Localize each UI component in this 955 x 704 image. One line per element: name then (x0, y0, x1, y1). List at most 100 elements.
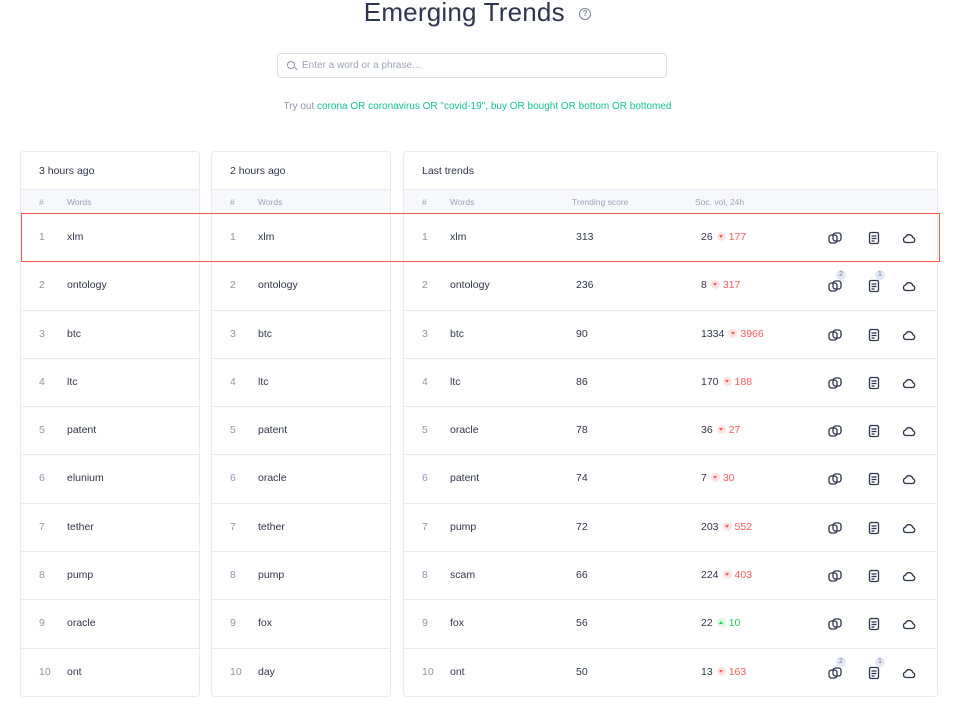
word-link[interactable]: tether (258, 520, 285, 533)
table-row[interactable]: 3 btc (21, 311, 199, 359)
insight-document-icon[interactable] (867, 376, 881, 390)
word-link[interactable]: ltc (450, 375, 461, 388)
table-row[interactable]: 2 ontology 236 8 317 2 1 (404, 262, 937, 311)
word-link[interactable]: pump (67, 569, 94, 582)
word-link[interactable]: xlm (67, 231, 84, 243)
word-link[interactable]: pump (258, 569, 285, 582)
word-link[interactable]: ontology (67, 279, 107, 292)
table-row[interactable]: 6 elunium (21, 455, 199, 504)
table-row[interactable]: 2 ontology (21, 262, 199, 311)
insight-document-icon[interactable] (867, 231, 881, 245)
insight-document-icon[interactable] (867, 617, 881, 631)
table-row[interactable]: 8 pump (21, 552, 199, 601)
search-input[interactable] (302, 54, 662, 77)
insight-document-icon[interactable]: 1 (867, 656, 885, 680)
table-row[interactable]: 5 patent (212, 407, 390, 456)
table-row[interactable]: 3 btc (212, 311, 390, 359)
word-link[interactable]: ont (450, 665, 465, 678)
table-row[interactable]: 1 xlm 313 26 177 (404, 214, 937, 263)
table-row[interactable]: 7 pump 72 203 552 (404, 504, 937, 553)
table-row[interactable]: 9 fox (212, 600, 390, 649)
connected-words-icon[interactable]: 2 (828, 270, 846, 293)
connected-words-icon[interactable] (828, 328, 842, 342)
table-row[interactable]: 6 patent 74 7 30 (404, 455, 937, 504)
table-row[interactable]: 10 ont 50 13 163 2 1 (404, 649, 937, 696)
rank: 3 (422, 327, 428, 340)
table-row[interactable]: 1 xlm (21, 214, 199, 263)
connected-words-icon[interactable] (828, 424, 842, 438)
word-cloud-icon[interactable] (902, 617, 916, 631)
table-row[interactable]: 8 scam 66 224 403 (404, 552, 937, 601)
connected-words-icon[interactable]: 2 (828, 656, 846, 680)
table-row[interactable]: 4 ltc (212, 359, 390, 408)
table-row[interactable]: 9 fox 56 22 10 (404, 600, 937, 649)
word-cloud-icon[interactable] (902, 569, 916, 583)
table-row[interactable]: 7 tether (21, 504, 199, 553)
table-row[interactable]: 1 xlm (212, 214, 390, 263)
word-cloud-icon[interactable] (902, 472, 916, 486)
insight-document-icon[interactable]: 1 (867, 270, 885, 293)
social-volume-value: 7 (701, 472, 707, 485)
help-icon[interactable]: ? (579, 8, 592, 20)
word-link[interactable]: fox (450, 617, 465, 630)
word-link[interactable]: xlm (450, 231, 467, 243)
table-row[interactable]: 4 ltc (21, 359, 199, 408)
table-row[interactable]: 4 ltc 86 170 188 (404, 359, 937, 408)
word-link[interactable]: oracle (258, 472, 287, 485)
insight-count-badge: 1 (875, 656, 885, 667)
word-link[interactable]: day (258, 665, 275, 678)
connected-words-icon[interactable] (828, 472, 842, 486)
word-link[interactable]: ontology (450, 279, 490, 292)
table-row[interactable]: 5 oracle 78 36 27 (404, 407, 937, 456)
table-row[interactable]: 7 tether (212, 504, 390, 553)
word-link[interactable]: patent (67, 424, 97, 437)
word-link[interactable]: ltc (258, 375, 269, 388)
insight-document-icon[interactable] (867, 569, 881, 583)
search-box[interactable] (277, 53, 667, 78)
word-link[interactable]: elunium (67, 472, 104, 485)
connected-words-icon[interactable] (828, 617, 842, 631)
table-row[interactable]: 9 oracle (21, 600, 199, 649)
word-cloud-icon[interactable] (902, 666, 916, 680)
insight-document-icon[interactable] (867, 472, 881, 486)
table-row[interactable]: 5 patent (21, 407, 199, 456)
connected-words-icon[interactable] (828, 376, 842, 390)
insight-document-icon[interactable] (867, 424, 881, 438)
rank: 5 (39, 424, 45, 437)
connected-words-icon[interactable] (828, 231, 842, 245)
word-link[interactable]: tether (67, 520, 94, 533)
insight-document-icon[interactable] (867, 521, 881, 535)
word-cloud-icon[interactable] (902, 231, 916, 245)
word-link[interactable]: btc (450, 327, 465, 340)
word-cloud-icon[interactable] (902, 521, 916, 535)
word-link[interactable]: fox (258, 617, 273, 630)
word-link[interactable]: oracle (67, 617, 96, 630)
word-link[interactable]: oracle (450, 424, 479, 437)
table-row[interactable]: 10 ont (21, 649, 199, 696)
table-row[interactable]: 10 day (212, 649, 390, 696)
word-link[interactable]: patent (450, 472, 480, 485)
table-row[interactable]: 6 oracle (212, 455, 390, 504)
social-volume-change: 317 (722, 279, 741, 292)
word-link[interactable]: patent (258, 424, 288, 437)
word-cloud-icon[interactable] (902, 376, 916, 390)
table-row[interactable]: 3 btc 90 1334 3966 (404, 311, 937, 359)
tryout-query-link[interactable]: corona OR coronavirus OR "covid-19", buy… (317, 101, 672, 112)
word-cloud-icon[interactable] (902, 424, 916, 438)
connected-words-icon[interactable] (828, 521, 842, 535)
word-link[interactable]: btc (258, 327, 273, 340)
table-row[interactable]: 8 pump (212, 552, 390, 601)
word-link[interactable]: ontology (258, 279, 298, 292)
word-link[interactable]: ltc (67, 375, 78, 388)
word-link[interactable]: xlm (258, 231, 275, 243)
header-rank: # (230, 197, 235, 207)
word-link[interactable]: ont (67, 665, 82, 678)
word-link[interactable]: btc (67, 327, 82, 340)
connected-words-icon[interactable] (828, 569, 842, 583)
word-link[interactable]: scam (450, 569, 476, 582)
word-link[interactable]: pump (450, 520, 477, 533)
word-cloud-icon[interactable] (902, 279, 916, 293)
insight-document-icon[interactable] (867, 328, 881, 342)
word-cloud-icon[interactable] (902, 328, 916, 342)
table-row[interactable]: 2 ontology (212, 262, 390, 311)
